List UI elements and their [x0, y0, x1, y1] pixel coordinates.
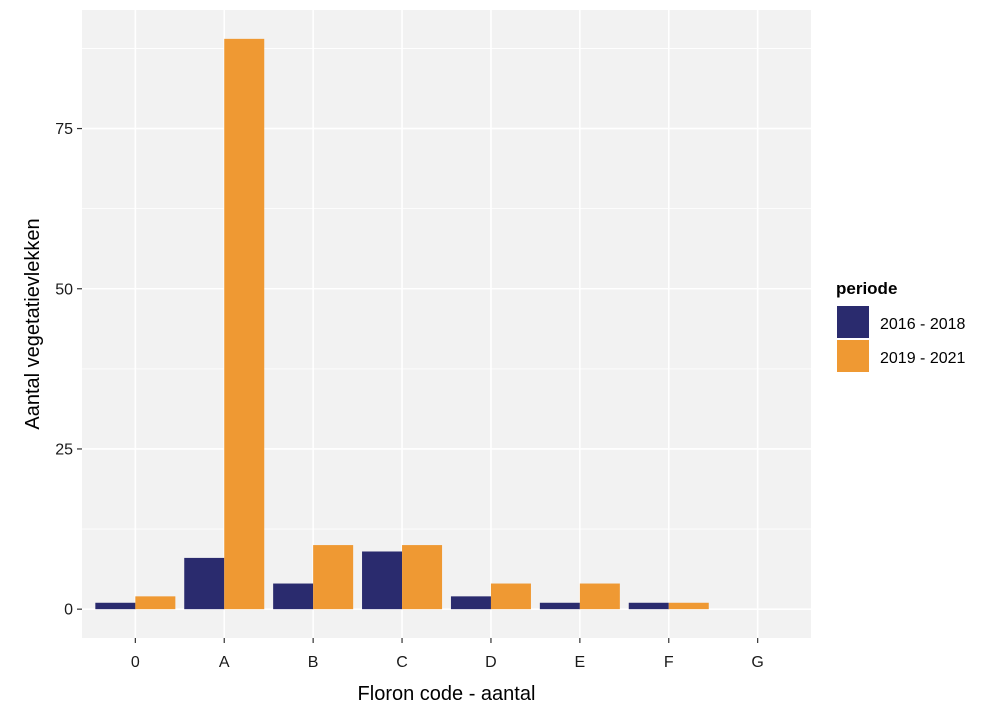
legend-label-series-1: 2016 - 2018 [880, 316, 966, 333]
y-tick-label: 50 [55, 281, 73, 298]
legend-title: periode [836, 279, 897, 298]
x-tick-label: D [485, 654, 497, 671]
y-tick-label: 0 [64, 602, 73, 619]
legend-key-series-2 [837, 340, 869, 372]
bar-D-series-1 [450, 596, 491, 610]
bar-D-series-2 [490, 583, 531, 610]
y-tick-label: 25 [55, 441, 73, 458]
bar-0-series-2 [135, 596, 176, 610]
x-tick-label: E [575, 654, 586, 671]
x-tick-label: A [219, 654, 230, 671]
bar-A-series-1 [184, 557, 225, 610]
y-tick-label: 75 [55, 121, 73, 138]
bar-0-series-1 [95, 602, 136, 610]
x-axis: 0 A B C D E F G [131, 638, 764, 671]
x-tick-label: G [751, 654, 763, 671]
plot-panel [82, 10, 811, 638]
bar-E-series-2 [579, 583, 620, 610]
x-tick-label: F [664, 654, 674, 671]
legend-label-series-2: 2019 - 2021 [880, 350, 966, 367]
y-axis-title: Aantal vegetatievlekken [22, 218, 44, 429]
bar-C-series-1 [362, 551, 403, 610]
bar-B-series-2 [313, 545, 354, 610]
bars [95, 38, 709, 610]
legend: periode 2016 - 2018 2019 - 2021 [836, 279, 966, 372]
x-tick-label: C [396, 654, 408, 671]
x-axis-title: Floron code - aantal [358, 683, 536, 705]
x-tick-label: 0 [131, 654, 140, 671]
y-axis: 0 25 50 75 [55, 121, 82, 619]
bar-A-series-2 [224, 38, 265, 610]
bar-E-series-1 [539, 602, 580, 610]
bar-F-series-2 [668, 602, 709, 610]
bar-C-series-2 [402, 545, 443, 610]
legend-key-series-1 [837, 306, 869, 338]
x-tick-label: B [308, 654, 319, 671]
bar-F-series-1 [628, 602, 669, 610]
bar-B-series-1 [273, 583, 314, 610]
